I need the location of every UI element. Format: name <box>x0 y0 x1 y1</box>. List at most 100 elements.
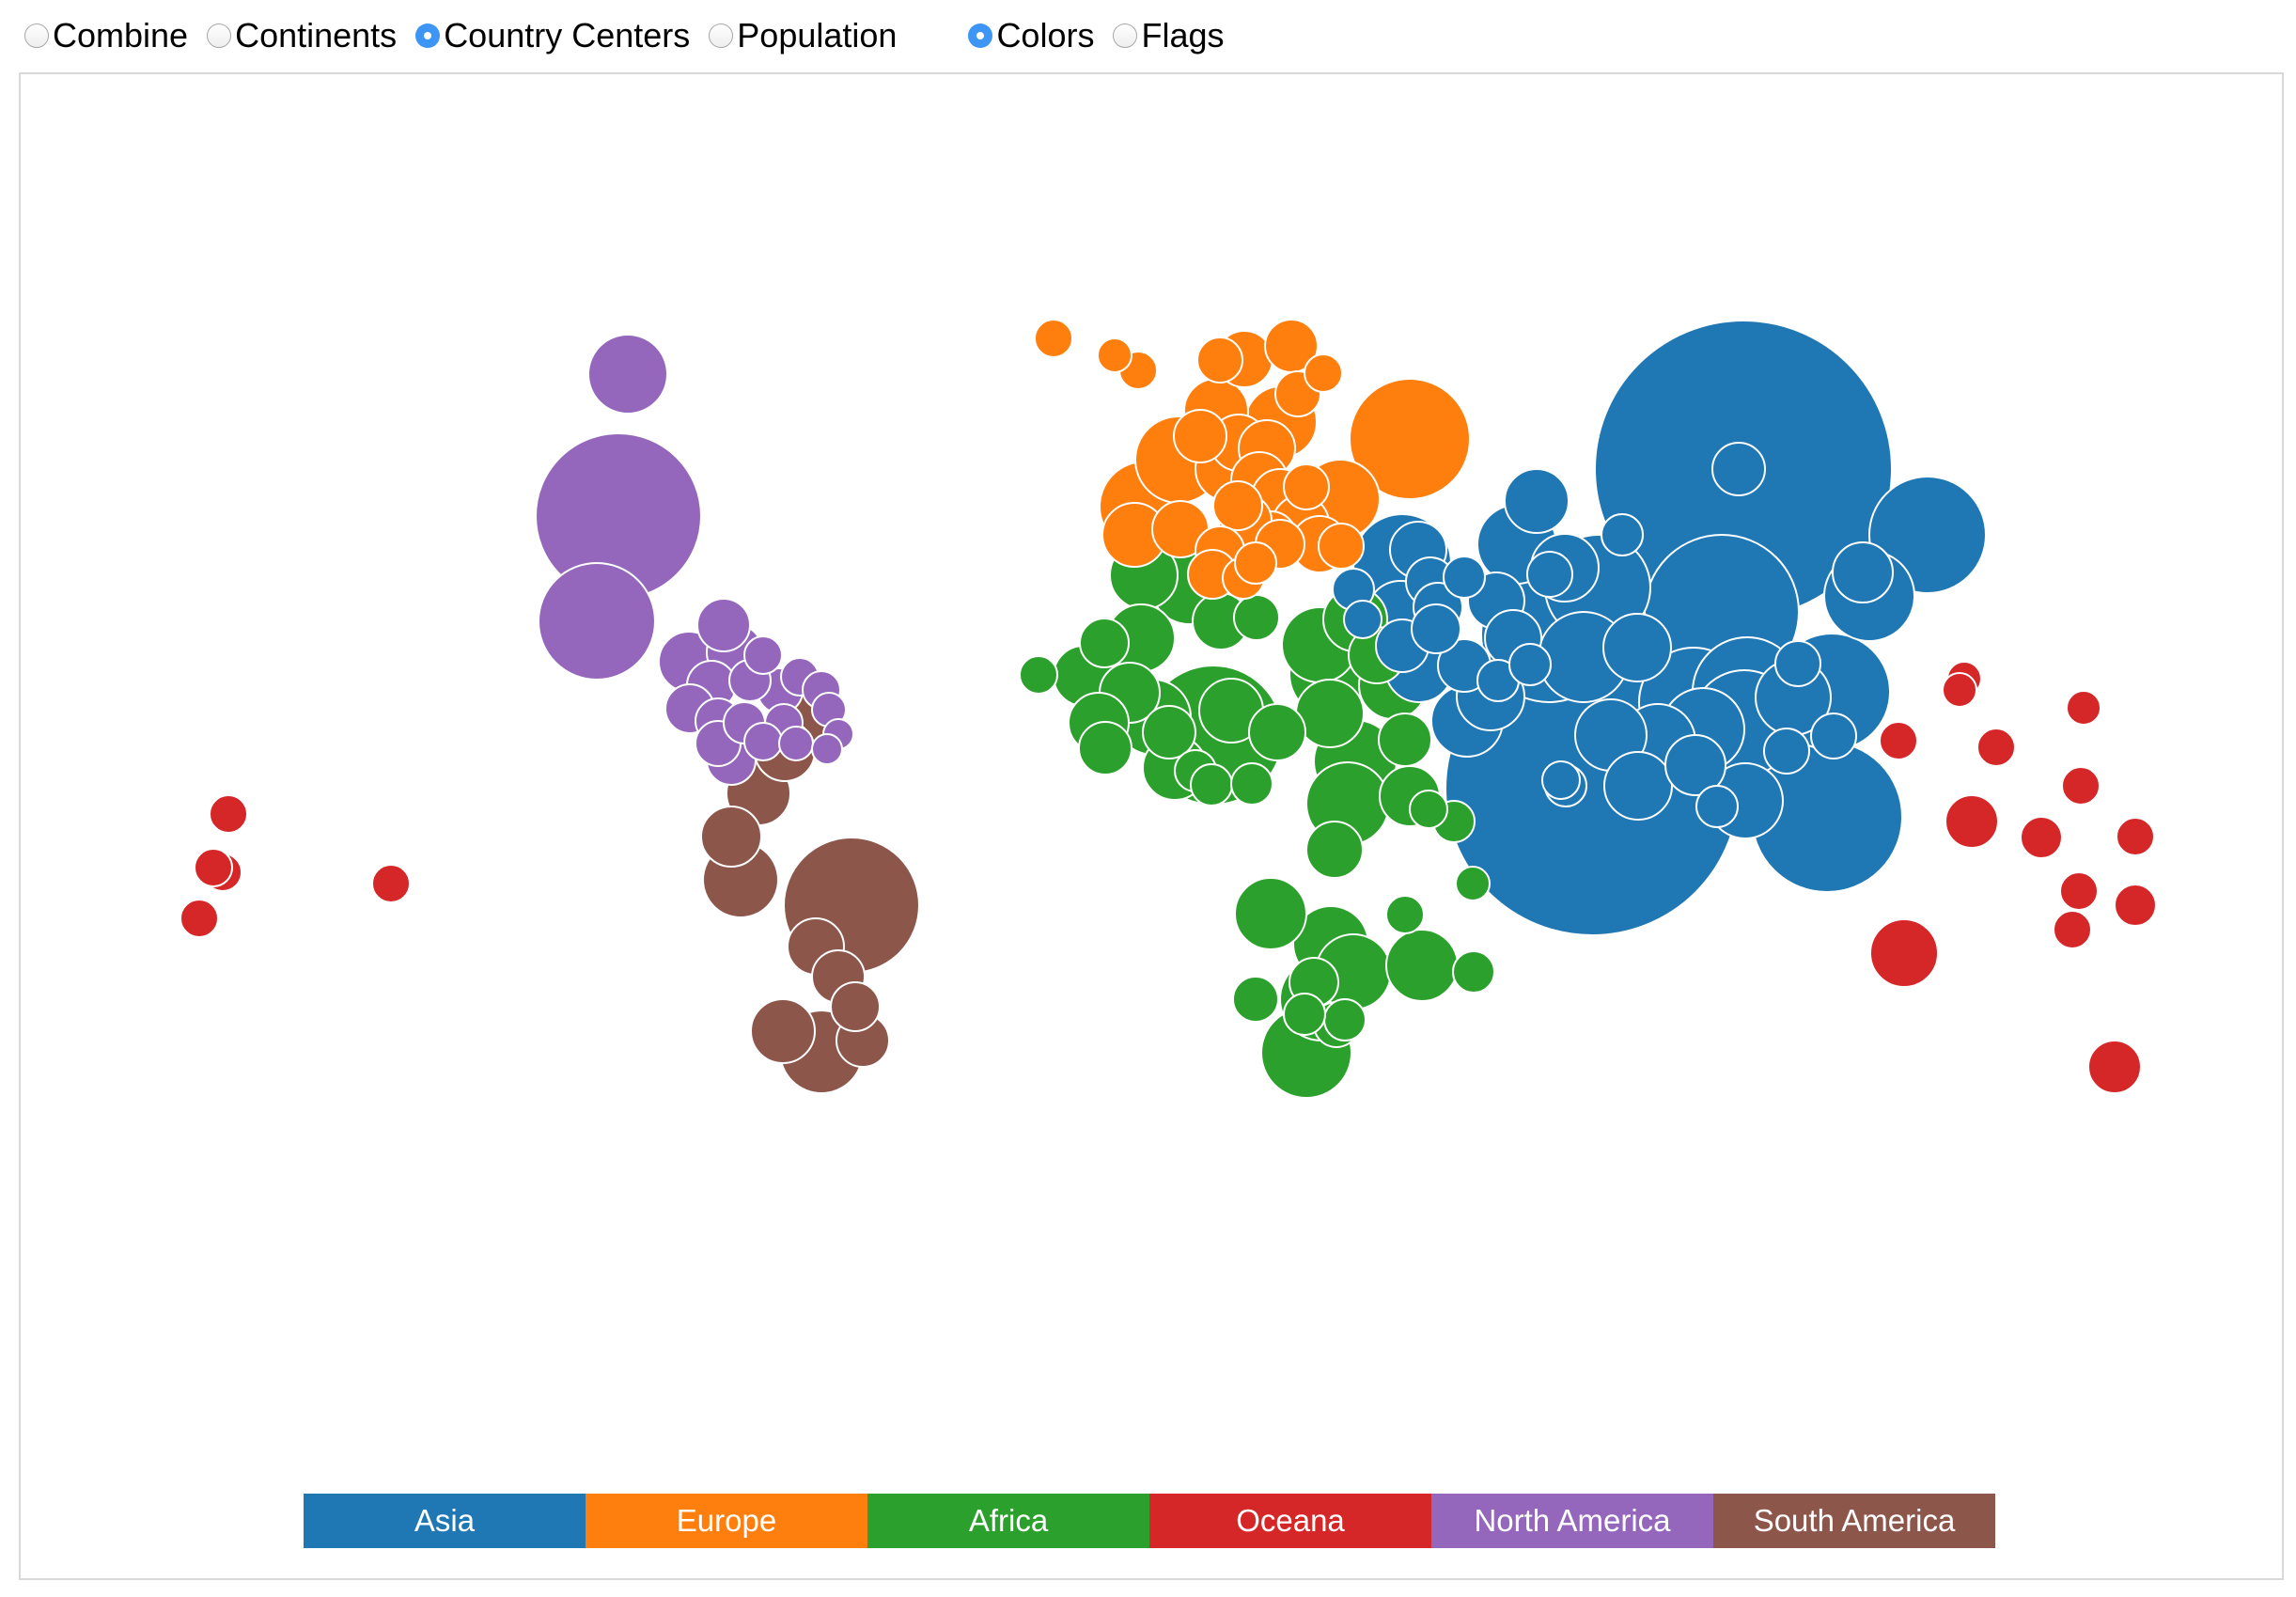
country-bubble-europe[interactable] <box>1173 409 1227 463</box>
country-bubble-europe[interactable] <box>1304 353 1343 393</box>
radio-country-centers[interactable]: Country Centers <box>415 17 690 55</box>
country-bubble-oceana[interactable] <box>2053 910 2092 949</box>
radio-country-centers-circle[interactable] <box>415 23 441 48</box>
country-bubble-asia[interactable] <box>1601 513 1644 556</box>
country-bubble-north-america[interactable] <box>696 598 751 652</box>
country-bubble-africa[interactable] <box>1452 950 1495 994</box>
country-bubble-africa[interactable] <box>1378 712 1432 767</box>
country-bubble-oceana[interactable] <box>180 899 219 938</box>
radio-population-circle[interactable] <box>709 23 734 48</box>
country-bubble-asia[interactable] <box>1763 728 1810 775</box>
country-bubble-europe[interactable] <box>1034 319 1073 358</box>
controls-bar: Combine Continents Country Centers Popul… <box>24 9 1243 62</box>
radio-population[interactable]: Population <box>709 17 897 55</box>
country-bubble-asia[interactable] <box>1603 751 1673 821</box>
country-bubble-africa[interactable] <box>1295 679 1365 748</box>
country-bubble-europe[interactable] <box>1234 541 1277 585</box>
country-bubble-africa[interactable] <box>1323 998 1367 1041</box>
country-bubble-north-america[interactable] <box>743 722 783 761</box>
country-bubble-europe[interactable] <box>1283 463 1330 510</box>
country-bubble-oceana[interactable] <box>209 794 248 834</box>
country-bubble-oceana[interactable] <box>371 864 411 903</box>
country-bubble-north-america[interactable] <box>811 733 843 765</box>
country-bubble-asia[interactable] <box>1343 600 1382 639</box>
country-bubble-africa[interactable] <box>1019 655 1058 695</box>
country-bubble-europe[interactable] <box>1349 378 1471 500</box>
country-bubble-north-america[interactable] <box>743 635 783 675</box>
country-bubble-asia[interactable] <box>1832 541 1894 603</box>
country-bubble-oceana[interactable] <box>1879 721 1918 760</box>
legend-north-america[interactable]: North America <box>1431 1494 1713 1548</box>
country-bubble-europe[interactable] <box>1212 480 1263 531</box>
country-bubble-africa[interactable] <box>1248 703 1306 761</box>
country-bubble-africa[interactable] <box>1190 763 1233 806</box>
legend-oceana[interactable]: Oceana <box>1149 1494 1431 1548</box>
country-bubble-south-america[interactable] <box>830 981 881 1032</box>
country-bubble-oceana[interactable] <box>1869 918 1939 988</box>
radio-continents-label: Continents <box>235 16 398 55</box>
country-bubble-africa[interactable] <box>1283 993 1326 1036</box>
country-bubble-oceana[interactable] <box>2059 871 2099 911</box>
country-bubble-africa[interactable] <box>1234 877 1307 950</box>
country-bubble-africa[interactable] <box>1142 705 1196 759</box>
country-bubble-europe[interactable] <box>1196 337 1243 384</box>
country-bubble-oceana[interactable] <box>2116 817 2155 856</box>
country-bubble-africa[interactable] <box>1455 866 1491 901</box>
country-bubble-asia[interactable] <box>1508 643 1552 686</box>
country-bubble-asia[interactable] <box>1810 712 1857 759</box>
radio-flags-circle[interactable] <box>1113 23 1138 48</box>
legend-asia-label: Asia <box>414 1503 476 1538</box>
country-bubble-africa[interactable] <box>1078 721 1132 775</box>
country-bubble-north-america[interactable] <box>587 334 668 415</box>
country-bubble-oceana[interactable] <box>1945 794 1999 849</box>
country-bubble-oceana[interactable] <box>2066 690 2101 726</box>
display-radio-group: Colors Flags <box>968 17 1242 55</box>
country-bubble-asia[interactable] <box>1711 442 1766 496</box>
country-bubble-north-america[interactable] <box>778 726 814 761</box>
country-bubble-africa[interactable] <box>1305 821 1364 879</box>
country-bubble-africa[interactable] <box>1079 618 1130 668</box>
country-bubble-africa[interactable] <box>1385 895 1425 934</box>
country-bubble-oceana[interactable] <box>2087 1040 2142 1094</box>
legend-europe[interactable]: Europe <box>586 1494 867 1548</box>
radio-combine-circle[interactable] <box>24 23 49 48</box>
radio-colors[interactable]: Colors <box>968 17 1094 55</box>
country-bubble-asia[interactable] <box>1443 556 1486 599</box>
country-bubble-asia[interactable] <box>1541 760 1581 800</box>
country-bubble-africa[interactable] <box>1385 929 1459 1002</box>
country-bubble-asia[interactable] <box>1774 640 1821 687</box>
radio-continents[interactable]: Continents <box>207 17 397 55</box>
country-bubble-africa[interactable] <box>1230 762 1273 806</box>
country-bubble-europe[interactable] <box>1318 523 1365 570</box>
country-bubble-south-america[interactable] <box>750 998 816 1064</box>
country-bubble-north-america[interactable] <box>538 562 656 681</box>
radio-combine[interactable]: Combine <box>24 17 188 55</box>
legend-africa[interactable]: Africa <box>867 1494 1149 1548</box>
country-bubble-oceana[interactable] <box>2061 766 2101 806</box>
country-bubble-asia[interactable] <box>1411 603 1461 654</box>
radio-flags[interactable]: Flags <box>1113 17 1225 55</box>
country-bubble-oceana[interactable] <box>1942 672 1977 708</box>
country-bubble-asia[interactable] <box>1695 785 1739 828</box>
country-bubble-oceana[interactable] <box>194 848 233 887</box>
country-bubble-africa[interactable] <box>1233 594 1280 641</box>
country-bubble-africa[interactable] <box>1232 976 1279 1023</box>
country-bubble-south-america[interactable] <box>700 806 762 868</box>
radio-continents-circle[interactable] <box>207 23 232 48</box>
country-bubble-oceana[interactable] <box>2114 884 2157 927</box>
radio-colors-circle[interactable] <box>968 23 993 48</box>
country-bubble-asia[interactable] <box>1526 551 1573 598</box>
country-bubble-asia[interactable] <box>1664 734 1726 796</box>
country-bubble-africa[interactable] <box>1409 790 1448 829</box>
legend-asia[interactable]: Asia <box>304 1494 586 1548</box>
country-bubble-map <box>180 319 2157 1099</box>
country-bubble-europe[interactable] <box>1097 337 1132 373</box>
country-bubble-asia[interactable] <box>1602 613 1672 682</box>
country-bubble-oceana[interactable] <box>1976 728 2016 767</box>
legend-south-america[interactable]: South America <box>1713 1494 1995 1548</box>
continent-legend: Asia Europe Africa Oceana North America … <box>304 1494 1995 1548</box>
legend-south-america-label: South America <box>1753 1503 1956 1538</box>
country-bubble-asia[interactable] <box>1504 468 1570 534</box>
country-bubble-oceana[interactable] <box>2020 816 2063 859</box>
bubble-map-frame: Asia Europe Africa Oceana North America … <box>19 72 2284 1580</box>
